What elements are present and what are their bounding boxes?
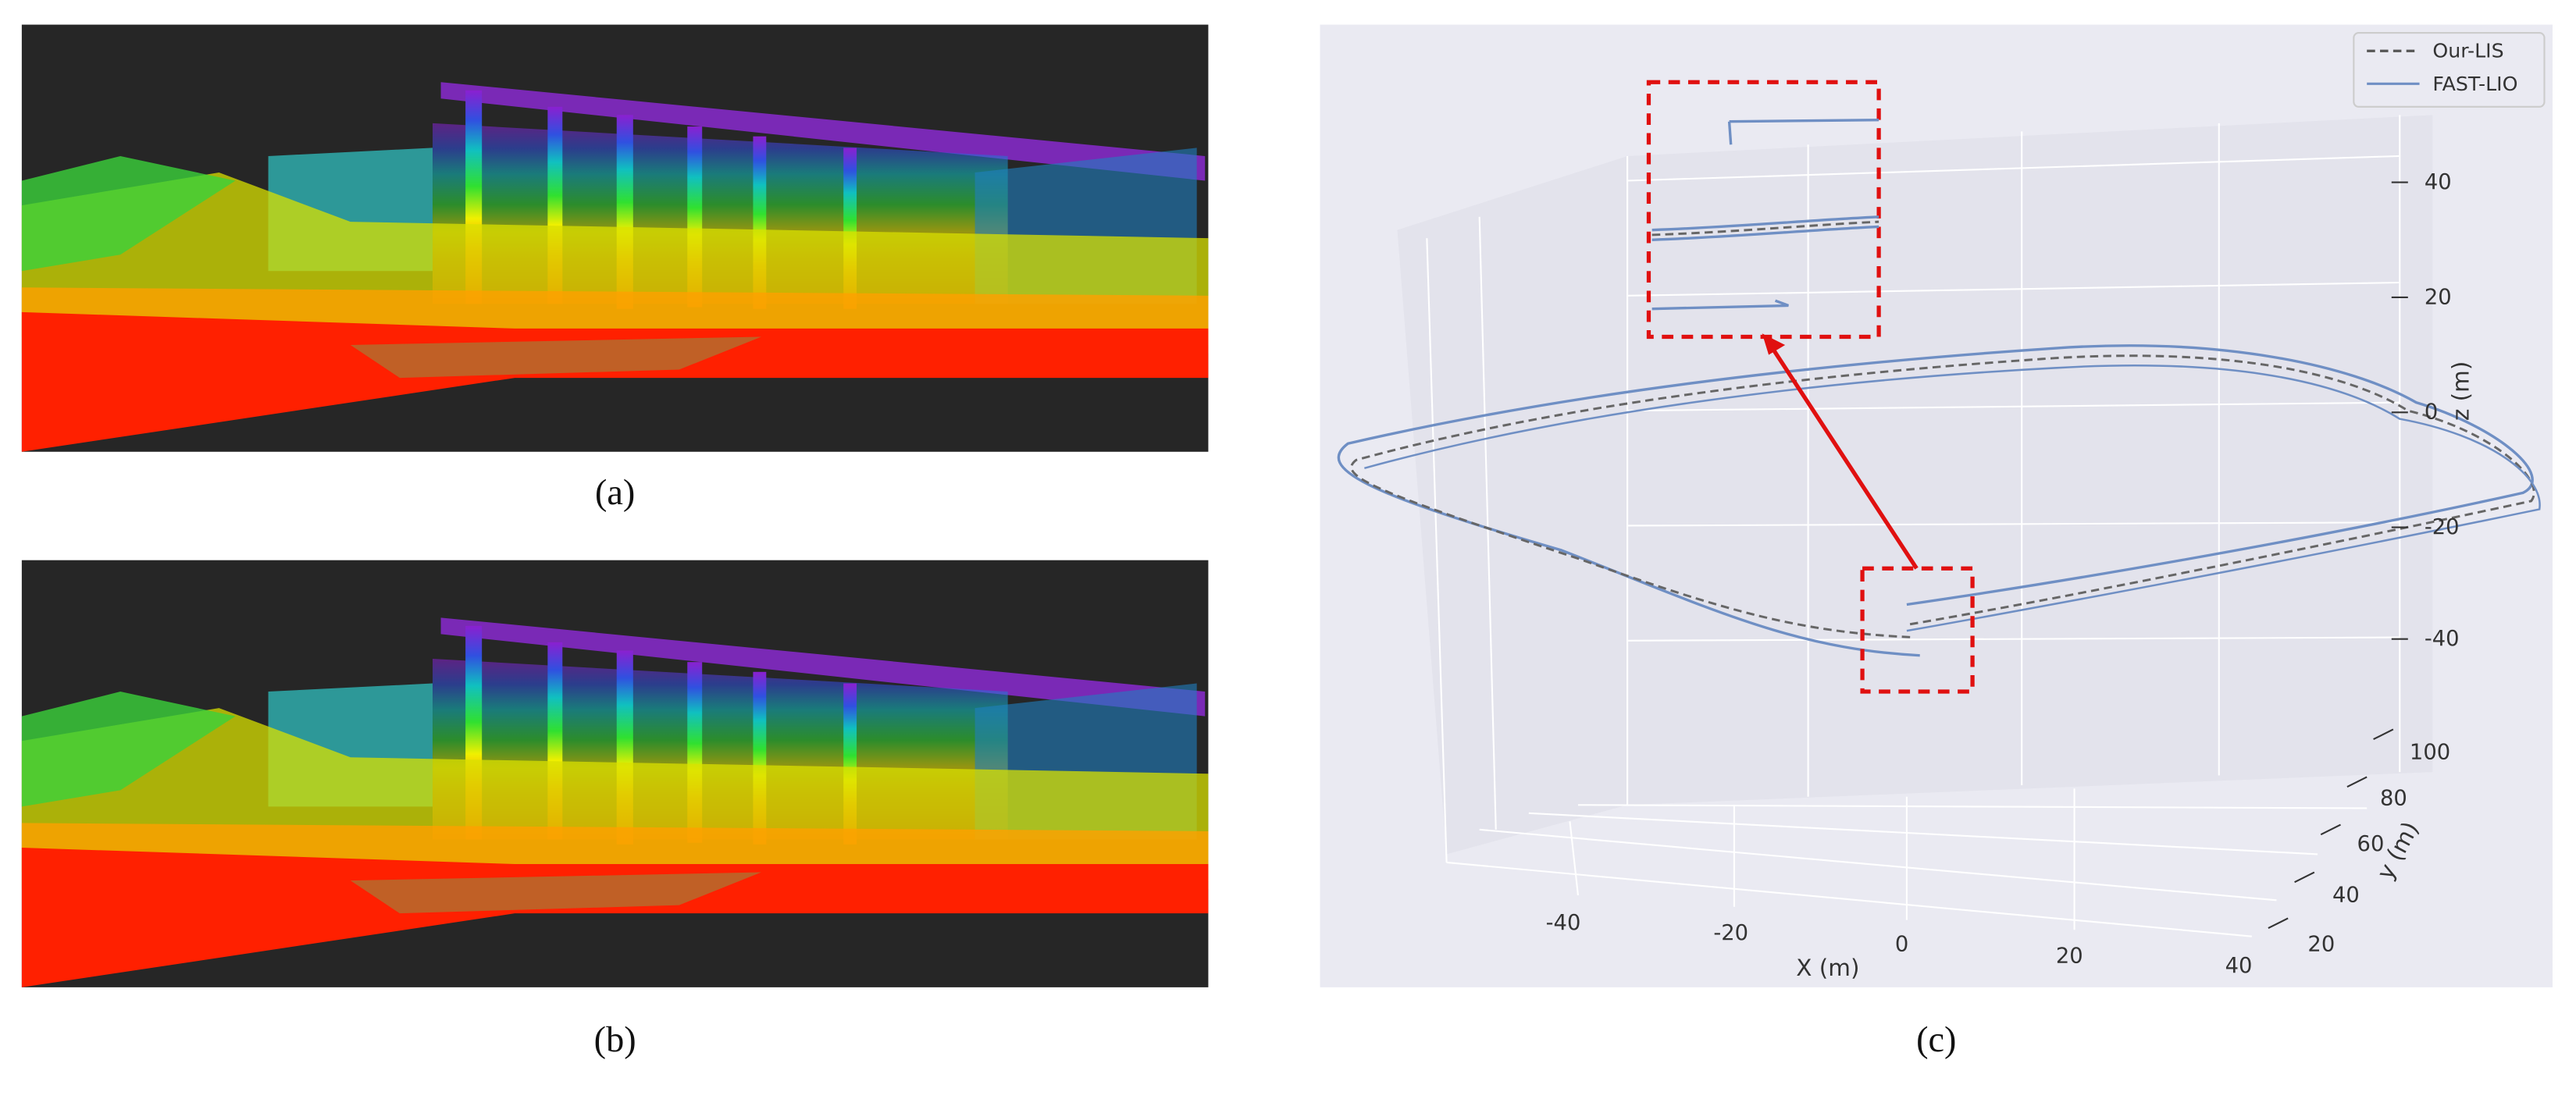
z-tick-label: 40 [2425,170,2452,194]
y-tick-label: 20 [2307,933,2335,957]
panel-label: (c) [1916,1020,1956,1060]
y-tick-label: 40 [2332,883,2360,907]
z-axis-label: z (m) [2448,361,2474,421]
y-tick-label: 100 [2410,740,2450,764]
panel-label: (a) [595,473,635,513]
x-tick-label: 40 [2225,954,2253,978]
x-tick-label: -40 [1546,911,1581,935]
panel-label: (b) [594,1020,636,1060]
y-tick-label: 80 [2380,786,2407,810]
z-tick-label: -20 [2425,515,2460,539]
legend-entry: FAST-LIO [2432,73,2517,95]
z-tick-label: -40 [2425,627,2460,651]
point-cloud-b [21,560,1209,987]
z-tick-label: 20 [2425,285,2452,309]
y-tick-label: 60 [2357,832,2385,856]
x-tick-label: 0 [1895,933,1908,957]
z-tick-label: 0 [2425,400,2438,425]
point-cloud-a [21,24,1209,452]
legend-entry: Our-LIS [2432,40,2503,62]
x-tick-label: -20 [1713,921,1748,945]
x-tick-label: 20 [2056,944,2083,968]
x-axis-label: X (m) [1796,955,1859,981]
trajectory-plot: Our-LIS FAST-LIO X (m) y (m) z (m) [1320,24,2553,987]
